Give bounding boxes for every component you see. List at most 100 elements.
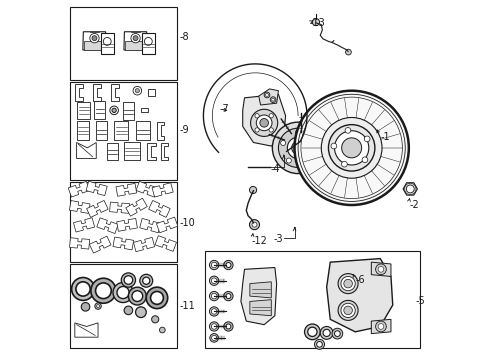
Polygon shape — [249, 300, 271, 316]
Circle shape — [406, 185, 413, 193]
Circle shape — [225, 294, 230, 298]
Polygon shape — [101, 33, 113, 54]
Circle shape — [209, 334, 218, 342]
Text: -1: -1 — [380, 132, 389, 142]
Circle shape — [97, 305, 99, 307]
Circle shape — [343, 279, 352, 288]
Text: -9: -9 — [179, 125, 189, 135]
Circle shape — [265, 94, 268, 96]
Circle shape — [254, 114, 259, 118]
Circle shape — [280, 140, 285, 145]
Polygon shape — [84, 41, 104, 50]
Polygon shape — [125, 41, 145, 50]
Bar — [70, 7, 176, 80]
Circle shape — [334, 131, 368, 165]
Text: -11: -11 — [179, 301, 195, 311]
Polygon shape — [123, 143, 140, 160]
Polygon shape — [258, 89, 278, 105]
Circle shape — [112, 108, 116, 112]
Circle shape — [211, 335, 216, 341]
Circle shape — [124, 276, 132, 284]
Polygon shape — [86, 201, 108, 217]
Circle shape — [110, 106, 118, 114]
Circle shape — [287, 137, 308, 158]
Circle shape — [150, 292, 163, 304]
Bar — [148, 89, 155, 96]
Circle shape — [113, 283, 133, 302]
Polygon shape — [109, 202, 129, 213]
Circle shape — [142, 277, 149, 284]
Polygon shape — [96, 121, 107, 140]
Polygon shape — [402, 183, 417, 195]
Circle shape — [341, 138, 361, 158]
Circle shape — [209, 307, 218, 316]
Circle shape — [211, 324, 217, 329]
Circle shape — [312, 18, 319, 26]
Polygon shape — [77, 102, 90, 119]
Circle shape — [361, 157, 367, 163]
Bar — [70, 182, 176, 262]
Circle shape — [268, 114, 273, 118]
Polygon shape — [117, 219, 137, 231]
Circle shape — [337, 274, 357, 294]
Polygon shape — [97, 218, 118, 234]
Circle shape — [117, 287, 129, 298]
Polygon shape — [326, 258, 392, 332]
Circle shape — [209, 322, 218, 331]
Polygon shape — [242, 94, 285, 146]
Circle shape — [323, 329, 329, 337]
Polygon shape — [148, 201, 170, 217]
Polygon shape — [147, 143, 155, 160]
Bar — [205, 251, 419, 348]
Polygon shape — [77, 143, 96, 158]
Circle shape — [321, 117, 381, 178]
Circle shape — [76, 282, 90, 296]
Polygon shape — [69, 201, 90, 213]
Circle shape — [135, 89, 139, 93]
Circle shape — [103, 37, 111, 45]
Circle shape — [91, 278, 116, 303]
Circle shape — [224, 260, 233, 270]
Polygon shape — [249, 282, 271, 298]
Polygon shape — [114, 121, 128, 140]
Circle shape — [250, 109, 277, 136]
Circle shape — [375, 264, 386, 275]
Polygon shape — [69, 238, 89, 249]
Polygon shape — [125, 198, 147, 216]
Circle shape — [144, 37, 152, 45]
Circle shape — [92, 36, 97, 41]
Bar — [141, 108, 147, 112]
Circle shape — [278, 128, 317, 167]
Circle shape — [364, 136, 369, 142]
Text: -5: -5 — [415, 296, 425, 306]
Circle shape — [135, 307, 146, 318]
Text: -10: -10 — [179, 218, 195, 228]
Circle shape — [224, 322, 233, 331]
Circle shape — [294, 91, 408, 205]
Circle shape — [259, 118, 268, 127]
Circle shape — [90, 33, 99, 43]
Circle shape — [271, 98, 274, 101]
Polygon shape — [77, 121, 89, 140]
Circle shape — [128, 287, 146, 305]
Circle shape — [330, 143, 336, 149]
Polygon shape — [123, 103, 134, 120]
Circle shape — [375, 321, 386, 332]
Circle shape — [209, 276, 218, 285]
Circle shape — [249, 186, 256, 194]
Polygon shape — [89, 236, 111, 253]
Circle shape — [151, 316, 159, 323]
Polygon shape — [110, 85, 119, 100]
Circle shape — [343, 306, 352, 315]
Text: -8: -8 — [179, 32, 189, 42]
Polygon shape — [135, 121, 149, 140]
Polygon shape — [155, 236, 176, 251]
Circle shape — [159, 327, 165, 333]
Text: -2: -2 — [408, 200, 418, 210]
Circle shape — [249, 220, 259, 230]
Circle shape — [81, 302, 90, 311]
Circle shape — [331, 328, 342, 339]
Circle shape — [268, 128, 273, 132]
Circle shape — [310, 140, 315, 145]
Circle shape — [132, 291, 142, 301]
